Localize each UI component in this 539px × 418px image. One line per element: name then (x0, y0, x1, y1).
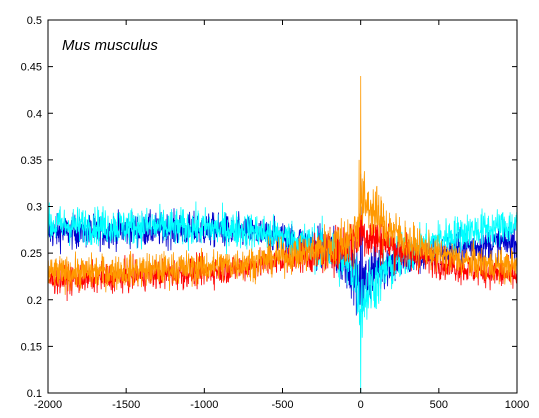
axis-layer: -2000 -1500 -1000 -500 0 500 1000 0.1 0.15 0.2 0.2… (21, 15, 530, 411)
x-tick-label: 500 (430, 399, 448, 411)
y-tick-label: 0.25 (21, 248, 42, 260)
y-tick-label: 0.45 (21, 62, 42, 74)
chart-title: Mus musculus (62, 37, 158, 54)
y-tick-label: 0.1 (27, 388, 42, 400)
series-layer (47, 75, 518, 394)
y-tick-label: 0.4 (27, 108, 42, 120)
y-tick-label: 0.3 (27, 202, 42, 214)
x-tick-label: -500 (271, 399, 293, 411)
series-line-4 (47, 75, 518, 295)
x-tick-label: -1500 (112, 399, 140, 411)
series-line-2 (47, 201, 518, 394)
plot-background (48, 20, 517, 393)
y-tick-label: 0.2 (27, 295, 42, 307)
x-tick-label: 0 (358, 399, 364, 411)
y-tick-label: 0.5 (27, 15, 42, 27)
x-tick-label: 1000 (505, 399, 529, 411)
y-tick-label: 0.35 (21, 155, 42, 167)
x-tick-label: -2000 (34, 399, 62, 411)
y-tick-label: 0.15 (21, 341, 42, 353)
x-tick-label: -1000 (190, 399, 218, 411)
